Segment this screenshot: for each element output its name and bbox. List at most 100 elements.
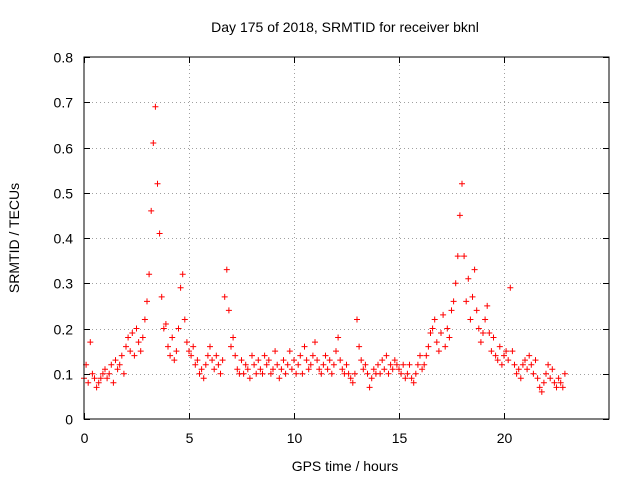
- data-point: [515, 366, 522, 373]
- data-point: [389, 366, 396, 373]
- data-point: [309, 352, 316, 359]
- data-point: [517, 375, 524, 382]
- data-point: [181, 316, 188, 323]
- data-point: [263, 361, 270, 368]
- data-point: [358, 357, 365, 364]
- data-point: [299, 370, 306, 377]
- data-point: [507, 284, 514, 291]
- data-point: [452, 280, 459, 287]
- data-point: [419, 366, 426, 373]
- data-point: [272, 348, 279, 355]
- data-point: [538, 388, 545, 395]
- data-point: [177, 284, 184, 291]
- data-point: [561, 370, 568, 377]
- data-point: [524, 366, 531, 373]
- data-point: [175, 325, 182, 332]
- data-point: [393, 361, 400, 368]
- y-tick-label: 0.4: [54, 231, 74, 247]
- data-point: [244, 366, 251, 373]
- data-point: [255, 357, 262, 364]
- data-point: [498, 361, 505, 368]
- data-point: [473, 307, 480, 314]
- data-point: [133, 325, 140, 332]
- data-point: [456, 212, 463, 219]
- data-point: [198, 366, 205, 373]
- data-point: [192, 361, 199, 368]
- data-point: [423, 352, 430, 359]
- data-point: [530, 370, 537, 377]
- data-point: [356, 343, 363, 350]
- data-point: [217, 370, 224, 377]
- data-point: [461, 253, 468, 260]
- x-tick-label: 15: [392, 430, 408, 446]
- data-point: [408, 375, 415, 382]
- data-point: [343, 361, 350, 368]
- data-point: [412, 370, 419, 377]
- data-point: [337, 357, 344, 364]
- x-tick-label: 20: [497, 430, 513, 446]
- data-point: [528, 361, 535, 368]
- data-point: [494, 357, 501, 364]
- axis-ticks: 0 0.1 0.2 0.3 0.4 0.5 0.6 0.7 0.8 0 5 10 15 20: [54, 50, 609, 446]
- data-point: [465, 275, 472, 282]
- data-point: [131, 352, 138, 359]
- data-point: [442, 343, 449, 350]
- data-point: [318, 370, 325, 377]
- data-point: [522, 357, 528, 364]
- data-point: [370, 366, 377, 373]
- data-point: [330, 361, 337, 368]
- data-point: [127, 348, 134, 355]
- y-tick-label: 0.3: [54, 276, 74, 292]
- data-point: [204, 352, 211, 359]
- data-point: [368, 375, 375, 382]
- data-point: [475, 325, 482, 332]
- data-point: [120, 370, 127, 377]
- data-point: [87, 339, 94, 346]
- data-point: [215, 361, 222, 368]
- data-point: [488, 348, 495, 355]
- data-point: [114, 366, 121, 373]
- data-point: [118, 352, 125, 359]
- data-point: [251, 361, 258, 368]
- data-point: [312, 339, 318, 346]
- data-point: [364, 370, 371, 377]
- data-point: [347, 375, 354, 382]
- data-point: [209, 357, 216, 364]
- chart-title: Day 175 of 2018, SRMTID for receiver bkn…: [211, 19, 479, 35]
- data-point: [223, 266, 230, 273]
- x-tick-label: 5: [186, 430, 194, 446]
- data-point: [129, 330, 136, 337]
- data-point: [169, 334, 176, 341]
- data-point: [230, 334, 237, 341]
- data-point: [282, 370, 289, 377]
- data-point: [448, 307, 455, 314]
- data-point: [335, 334, 342, 341]
- data-point: [276, 375, 283, 382]
- data-point: [385, 370, 392, 377]
- data-point: [469, 293, 476, 300]
- data-point: [288, 366, 295, 373]
- x-tick-label: 10: [287, 430, 303, 446]
- data-point: [435, 348, 442, 355]
- data-point: [534, 375, 541, 382]
- data-point: [194, 357, 201, 364]
- x-tick-label: 0: [81, 430, 89, 446]
- data-point: [234, 366, 241, 373]
- data-point: [477, 339, 484, 346]
- data-point: [148, 207, 155, 214]
- data-point: [339, 366, 346, 373]
- data-point: [295, 361, 302, 368]
- data-point: [326, 357, 333, 364]
- data-point: [303, 357, 310, 364]
- data-point: [267, 370, 274, 377]
- data-point: [102, 366, 108, 373]
- data-point: [112, 357, 119, 364]
- data-point: [186, 348, 192, 355]
- data-point: [543, 370, 549, 377]
- data-point: [398, 370, 405, 377]
- data-point: [286, 348, 293, 355]
- data-point: [381, 366, 388, 373]
- data-point: [396, 366, 402, 373]
- data-point: [156, 230, 163, 237]
